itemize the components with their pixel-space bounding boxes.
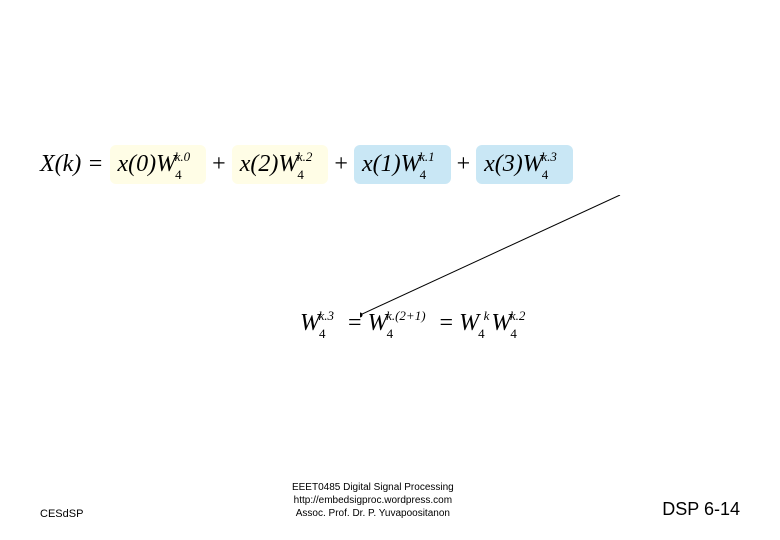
twiddle-base: W xyxy=(459,310,479,337)
twiddle-factor: W 4 k.2 xyxy=(491,310,533,337)
twiddle-base: W xyxy=(401,151,421,178)
twiddle-factor: W 4 k.2 xyxy=(278,151,320,178)
equals-sign: = xyxy=(342,310,368,337)
pointer-line xyxy=(360,195,640,325)
twiddle-base: W xyxy=(491,310,511,337)
twiddle-base: W xyxy=(300,310,320,337)
twiddle-sub: 4 xyxy=(420,167,427,183)
twiddle-sup: k.3 xyxy=(319,308,335,324)
plus-sign: + xyxy=(451,151,477,178)
term-x0: x(0) W 4 k.0 xyxy=(110,145,207,184)
twiddle-sup: k.(2+1) xyxy=(386,308,425,324)
twiddle-sub: 4 xyxy=(542,167,549,183)
twiddle-sup: k.0 xyxy=(175,149,191,165)
twiddle-sup: k.2 xyxy=(297,149,313,165)
slide-footer: CESdSP EEET0485 Digital Signal Processin… xyxy=(0,481,780,520)
twiddle-sub: 4 xyxy=(387,326,394,342)
plus-sign: + xyxy=(328,151,354,178)
equation-lhs: X(k) = xyxy=(40,151,110,178)
twiddle-base: W xyxy=(523,151,543,178)
twiddle-factor: W 4 k.1 xyxy=(401,151,443,178)
plus-sign: + xyxy=(206,151,232,178)
factor-x: x(0) xyxy=(118,151,157,178)
twiddle-sup: k xyxy=(484,308,490,324)
term-x1: x(1) W 4 k.1 xyxy=(354,145,451,184)
twiddle-sup: k.3 xyxy=(541,149,557,165)
twiddle-sub: 4 xyxy=(510,326,517,342)
footer-left-label: CESdSP xyxy=(40,508,83,520)
main-equation: X(k) = x(0) W 4 k.0 + x(2) W 4 k.2 + x(1… xyxy=(40,145,573,184)
twiddle-base: W xyxy=(156,151,176,178)
factor-x: x(1) xyxy=(362,151,401,178)
twiddle-factor: W 4 k xyxy=(459,310,491,337)
course-url: http://embedsigproc.wordpress.com xyxy=(292,494,454,507)
twiddle-sub: 4 xyxy=(297,167,304,183)
twiddle-sub: 4 xyxy=(319,326,326,342)
twiddle-base: W xyxy=(368,310,388,337)
twiddle-sup: k.1 xyxy=(419,149,435,165)
factor-x: x(3) xyxy=(484,151,523,178)
pointer-line-segment xyxy=(360,195,620,315)
derivation-equation: W 4 k.3 = W 4 k.(2+1) = W 4 k W 4 k.2 xyxy=(300,310,533,337)
twiddle-sub: 4 xyxy=(175,167,182,183)
term-x3: x(3) W 4 k.3 xyxy=(476,145,573,184)
slide-number: DSP 6-14 xyxy=(662,499,740,520)
twiddle-sup: k.2 xyxy=(510,308,526,324)
twiddle-factor: W 4 k.(2+1) xyxy=(368,310,434,337)
course-title: EEET0485 Digital Signal Processing xyxy=(292,481,454,494)
equals-sign: = xyxy=(434,310,460,337)
course-instructor: Assoc. Prof. Dr. P. Yuvapoositanon xyxy=(292,507,454,520)
term-x2: x(2) W 4 k.2 xyxy=(232,145,329,184)
twiddle-factor: W 4 k.0 xyxy=(156,151,198,178)
factor-x: x(2) xyxy=(240,151,279,178)
twiddle-base: W xyxy=(278,151,298,178)
footer-center: EEET0485 Digital Signal Processing http:… xyxy=(292,481,454,520)
twiddle-factor: W 4 k.3 xyxy=(300,310,342,337)
twiddle-sub: 4 xyxy=(478,326,485,342)
twiddle-factor: W 4 k.3 xyxy=(523,151,565,178)
